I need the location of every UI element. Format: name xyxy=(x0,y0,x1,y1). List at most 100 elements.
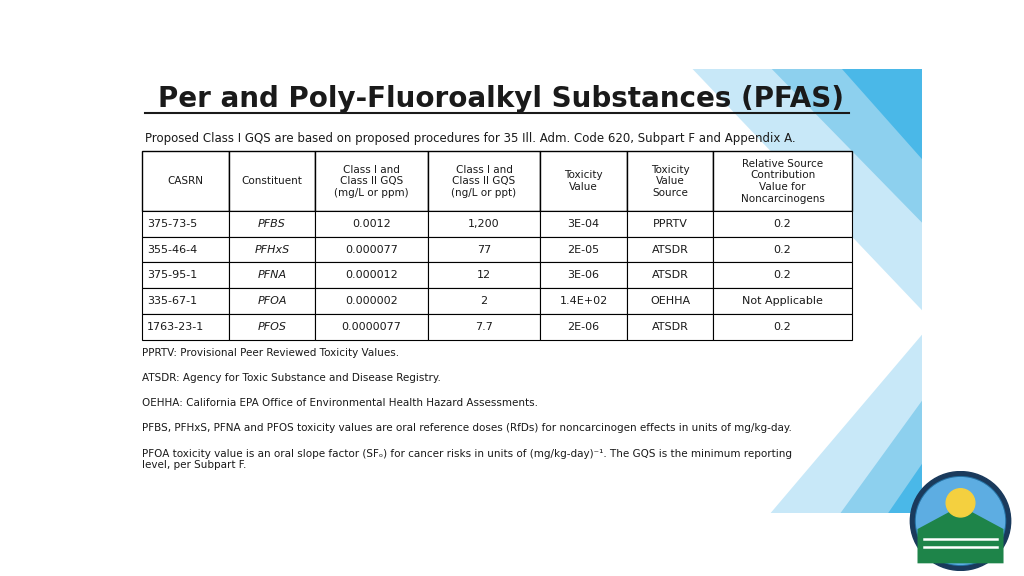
Text: PPRTV: PPRTV xyxy=(652,219,687,229)
Text: 0.2: 0.2 xyxy=(774,270,792,281)
Text: OEHHA: California EPA Office of Environmental Health Hazard Assessments.: OEHHA: California EPA Office of Environm… xyxy=(142,398,539,408)
Text: PFBS: PFBS xyxy=(258,219,286,229)
Bar xyxy=(228,263,315,288)
Bar xyxy=(315,263,428,288)
Text: 2E-05: 2E-05 xyxy=(567,245,600,255)
Bar xyxy=(714,314,852,340)
Text: 1,200: 1,200 xyxy=(468,219,500,229)
Polygon shape xyxy=(835,380,938,521)
Bar xyxy=(142,237,228,263)
Text: 0.0000077: 0.0000077 xyxy=(342,322,401,332)
Bar xyxy=(228,314,315,340)
Text: 2E-06: 2E-06 xyxy=(567,322,600,332)
Text: PFOS: PFOS xyxy=(258,322,287,332)
Text: 1.4E+02: 1.4E+02 xyxy=(559,296,607,306)
Text: OEHHA: OEHHA xyxy=(650,296,690,306)
Text: 0.2: 0.2 xyxy=(774,219,792,229)
Text: 375-95-1: 375-95-1 xyxy=(147,270,198,281)
Text: Not Applicable: Not Applicable xyxy=(742,296,823,306)
Polygon shape xyxy=(763,60,938,238)
Bar xyxy=(315,151,428,211)
Bar xyxy=(714,263,852,288)
Text: 0.0012: 0.0012 xyxy=(352,219,391,229)
Circle shape xyxy=(915,477,1006,566)
Bar xyxy=(627,151,714,211)
Bar xyxy=(428,263,541,288)
Bar xyxy=(714,211,852,237)
Bar xyxy=(428,237,541,263)
Bar xyxy=(627,288,714,314)
Text: ATSDR: ATSDR xyxy=(651,270,688,281)
Polygon shape xyxy=(684,60,938,327)
Text: Toxicity
Value: Toxicity Value xyxy=(564,170,603,192)
Text: 77: 77 xyxy=(477,245,492,255)
Text: PFHxS: PFHxS xyxy=(254,245,290,255)
Bar xyxy=(714,151,852,211)
Bar xyxy=(541,211,627,237)
Bar xyxy=(627,314,714,340)
Text: 0.2: 0.2 xyxy=(774,245,792,255)
Text: PFBS, PFHxS, PFNA and PFOS toxicity values are oral reference doses (RfDs) for n: PFBS, PFHxS, PFNA and PFOS toxicity valu… xyxy=(142,423,793,434)
Text: 3E-06: 3E-06 xyxy=(567,270,599,281)
Text: ATSDR: ATSDR xyxy=(651,322,688,332)
Polygon shape xyxy=(882,442,938,521)
Text: 7.7: 7.7 xyxy=(475,322,493,332)
Text: Class I and
Class II GQS
(mg/L or ppm): Class I and Class II GQS (mg/L or ppm) xyxy=(334,165,409,198)
Bar xyxy=(428,288,541,314)
Bar xyxy=(228,288,315,314)
Text: 0.2: 0.2 xyxy=(774,322,792,332)
Polygon shape xyxy=(763,317,938,521)
Bar xyxy=(315,211,428,237)
Text: CASRN: CASRN xyxy=(168,176,204,186)
Polygon shape xyxy=(918,506,1004,563)
Bar xyxy=(315,288,428,314)
Bar xyxy=(541,288,627,314)
Bar xyxy=(228,237,315,263)
Text: 375-73-5: 375-73-5 xyxy=(147,219,198,229)
Bar xyxy=(541,237,627,263)
Bar xyxy=(627,237,714,263)
Circle shape xyxy=(946,488,975,517)
Text: ATSDR: ATSDR xyxy=(651,245,688,255)
Text: PFNA: PFNA xyxy=(257,270,287,281)
Bar xyxy=(228,211,315,237)
Bar xyxy=(228,151,315,211)
Text: Class I and
Class II GQS
(ng/L or ppt): Class I and Class II GQS (ng/L or ppt) xyxy=(452,165,517,198)
Bar xyxy=(541,151,627,211)
Bar xyxy=(142,314,228,340)
Text: Toxicity
Value
Source: Toxicity Value Source xyxy=(651,165,689,198)
Text: Per and Poly-Fluoroalkyl Substances (PFAS): Per and Poly-Fluoroalkyl Substances (PFA… xyxy=(158,85,844,113)
Text: PFOA toxicity value is an oral slope factor (SFₒ) for cancer risks in units of (: PFOA toxicity value is an oral slope fac… xyxy=(142,449,793,471)
Bar xyxy=(627,211,714,237)
Polygon shape xyxy=(835,60,938,176)
Text: 0.000002: 0.000002 xyxy=(345,296,398,306)
Text: PPRTV: Provisional Peer Reviewed Toxicity Values.: PPRTV: Provisional Peer Reviewed Toxicit… xyxy=(142,348,399,358)
Text: Constituent: Constituent xyxy=(242,176,302,186)
Circle shape xyxy=(910,472,1011,570)
Text: Proposed Class I GQS are based on proposed procedures for 35 Ill. Adm. Code 620,: Proposed Class I GQS are based on propos… xyxy=(145,132,796,145)
Bar xyxy=(315,314,428,340)
Bar xyxy=(428,151,541,211)
Text: 355-46-4: 355-46-4 xyxy=(147,245,198,255)
Bar xyxy=(142,288,228,314)
Text: 12: 12 xyxy=(477,270,492,281)
Circle shape xyxy=(916,478,1005,564)
Text: 0.000012: 0.000012 xyxy=(345,270,398,281)
Bar xyxy=(714,288,852,314)
Bar xyxy=(714,237,852,263)
Bar xyxy=(541,263,627,288)
Text: 2: 2 xyxy=(480,296,487,306)
Bar xyxy=(142,151,228,211)
Text: Relative Source
Contribution
Value for
Noncarcinogens: Relative Source Contribution Value for N… xyxy=(740,159,824,203)
Text: 0.000077: 0.000077 xyxy=(345,245,398,255)
Bar xyxy=(541,314,627,340)
Text: 3E-04: 3E-04 xyxy=(567,219,600,229)
Text: ATSDR: Agency for Toxic Substance and Disease Registry.: ATSDR: Agency for Toxic Substance and Di… xyxy=(142,373,441,383)
Text: PFOA: PFOA xyxy=(257,296,287,306)
Bar xyxy=(142,263,228,288)
Text: 335-67-1: 335-67-1 xyxy=(147,296,198,306)
Bar xyxy=(428,314,541,340)
Bar xyxy=(142,211,228,237)
Bar xyxy=(315,237,428,263)
Text: 1763-23-1: 1763-23-1 xyxy=(147,322,205,332)
